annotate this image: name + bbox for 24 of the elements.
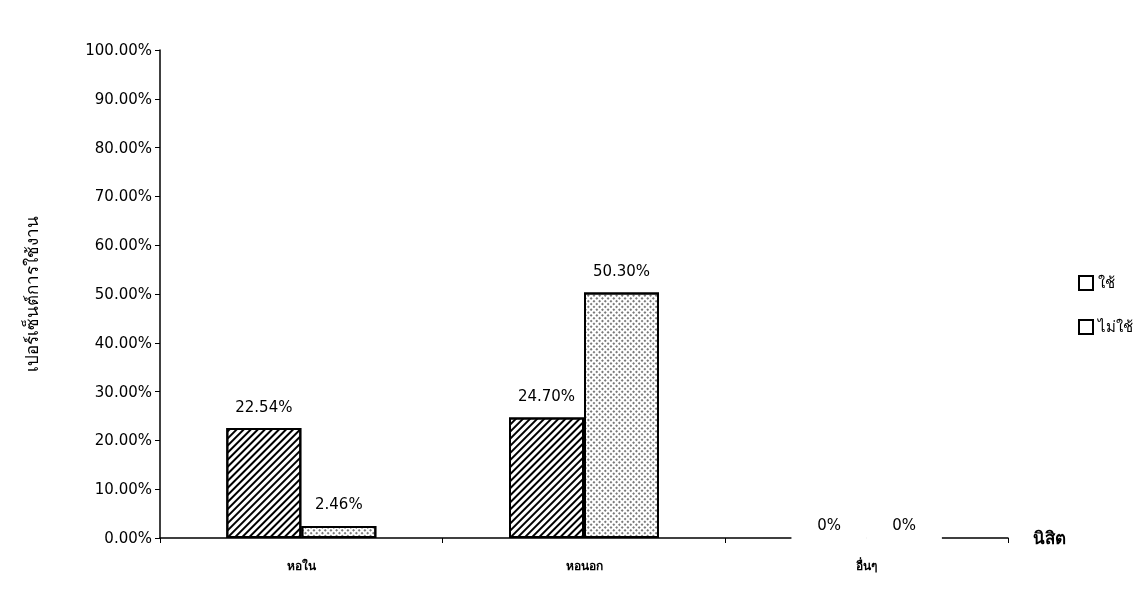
data-label: 2.46% [315, 495, 363, 514]
y-tick-label: 40.00% [94, 333, 152, 352]
y-tick-label: 90.00% [94, 89, 152, 108]
data-label: 0% [817, 515, 842, 534]
y-tick-label: 80.00% [94, 138, 152, 157]
y-tick-label: 70.00% [94, 187, 152, 206]
data-label: 24.70% [517, 386, 576, 405]
x-tick-label: หอนอก [565, 559, 603, 573]
y-axis-title: เปอร์เซ็นต์การใช้งาน [20, 216, 42, 372]
x-axis-title: นิสิต [1033, 528, 1066, 548]
y-tick-label: 50.00% [94, 285, 152, 303]
y-tick-label: 0.00% [104, 529, 152, 547]
data-label: 50.30% [592, 262, 651, 281]
y-tick-label: 20.00% [94, 431, 152, 450]
y-tick-label: 60.00% [94, 236, 152, 255]
legend-label: ไม่ใช้ [1097, 318, 1133, 336]
data-label: 22.54% [235, 397, 293, 416]
data-label: 0% [892, 515, 917, 534]
x-tick-label: หอใน [286, 558, 317, 573]
y-tick-label: 30.00% [94, 382, 152, 401]
x-tick-label: อื่นๆ [856, 557, 878, 573]
y-tick-label: 10.00% [94, 480, 152, 499]
legend-label: ใช้ [1098, 274, 1115, 292]
y-tick-label: 100.00% [85, 41, 152, 59]
